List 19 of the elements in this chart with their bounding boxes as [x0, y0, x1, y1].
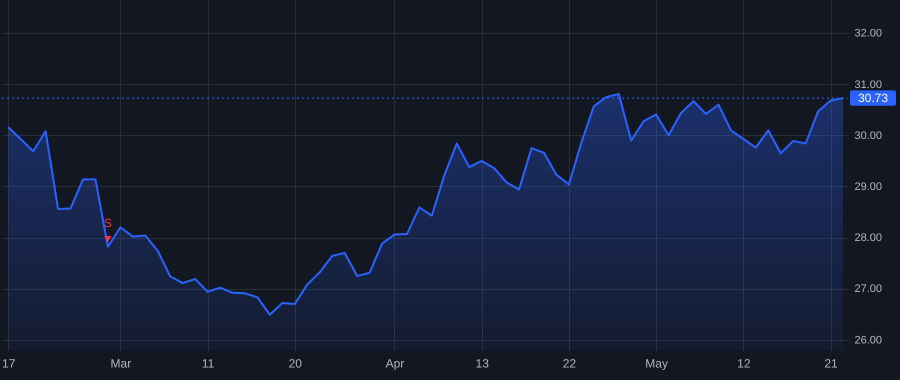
x-tick-label: 21 — [824, 356, 838, 370]
ref-line-label: 30.73 — [858, 91, 888, 106]
x-tick-label: Apr — [386, 356, 404, 370]
annotation: S — [104, 216, 112, 230]
x-tick-label: May — [645, 356, 668, 370]
y-tick-label: 26.00 — [854, 334, 882, 346]
y-tick-label: 32.00 — [854, 28, 882, 40]
x-tick-label: 11 — [202, 356, 215, 370]
x-tick-label: 20 — [288, 356, 302, 370]
y-tick-label: 28.00 — [854, 232, 882, 244]
x-tick-label: Mar — [110, 356, 132, 370]
x-tick-label: 17 — [2, 356, 16, 370]
x-tick-label: 12 — [737, 356, 751, 370]
y-tick-label: 29.00 — [854, 180, 882, 193]
y-tick-label: 31.00 — [854, 78, 882, 91]
y-tick-label: 30.00 — [854, 130, 882, 142]
x-tick-label: 22 — [562, 356, 576, 370]
x-tick-label: 13 — [476, 356, 490, 370]
y-tick-label: 27.00 — [854, 283, 882, 296]
